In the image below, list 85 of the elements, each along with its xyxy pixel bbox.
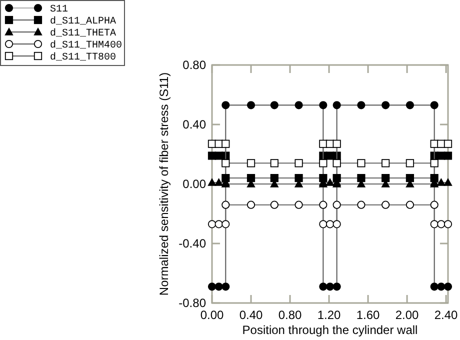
point	[406, 200, 414, 209]
y-tick-label: 0.00	[182, 177, 206, 192]
point	[332, 159, 341, 168]
point	[326, 282, 334, 291]
x-tick-label: 0.00	[200, 308, 224, 322]
point	[382, 200, 390, 209]
point	[444, 282, 452, 291]
point	[319, 159, 328, 168]
point	[294, 159, 303, 168]
point	[222, 140, 230, 148]
x-tick-label: 0.40	[239, 308, 264, 322]
point	[294, 101, 303, 110]
x-tick-label: 2.40	[434, 308, 458, 322]
point	[406, 159, 414, 168]
point	[319, 200, 328, 209]
x-tick-label: 1.60	[356, 308, 380, 322]
point	[294, 174, 303, 182]
point	[222, 101, 230, 110]
point	[246, 174, 256, 182]
point	[270, 101, 278, 110]
point	[382, 101, 390, 110]
point	[437, 178, 446, 186]
point	[319, 282, 328, 291]
point	[294, 200, 303, 209]
point	[430, 220, 438, 228]
point	[406, 101, 414, 110]
point	[332, 140, 341, 148]
point	[326, 152, 334, 160]
point	[382, 159, 390, 168]
point	[430, 101, 438, 110]
point	[332, 101, 341, 110]
point	[214, 282, 223, 291]
point	[357, 200, 366, 209]
point	[332, 282, 341, 291]
point	[270, 200, 278, 209]
point	[208, 152, 216, 160]
point	[332, 200, 341, 209]
point	[270, 174, 278, 182]
point	[444, 152, 452, 160]
point	[222, 282, 230, 291]
point	[437, 152, 446, 160]
point	[406, 174, 414, 182]
x-tick-label: 0.80	[278, 308, 302, 322]
point	[208, 282, 216, 291]
point	[208, 220, 216, 228]
legend-label: d_S11_THM400	[50, 40, 122, 52]
legend-label: d_S11_THETA	[50, 28, 116, 40]
point	[357, 174, 366, 182]
point	[222, 220, 230, 228]
point	[357, 101, 366, 110]
point	[437, 282, 446, 291]
point	[246, 200, 256, 209]
point	[444, 140, 452, 148]
point	[326, 178, 334, 186]
point	[444, 178, 452, 186]
y-tick-label: -0.80	[178, 296, 206, 310]
point	[246, 159, 256, 168]
x-tick-label: 1.20	[317, 308, 342, 322]
point	[319, 101, 328, 110]
point	[270, 159, 278, 168]
point	[332, 220, 341, 228]
y-tick-label: 0.80	[182, 58, 206, 72]
x-tick-label: 2.00	[395, 308, 420, 322]
point	[357, 159, 366, 168]
y-tick-label: -0.40	[178, 236, 206, 251]
x-axis-title: Position through the cylinder wall	[242, 323, 418, 337]
point	[437, 220, 446, 228]
point	[214, 220, 223, 228]
legend-label: d_S11_TT800	[50, 52, 116, 64]
point	[319, 220, 328, 228]
legend-label: S11	[50, 4, 68, 16]
point	[214, 178, 223, 186]
point	[222, 200, 230, 209]
point	[326, 220, 334, 228]
legend-label: d_S11_ALPHA	[50, 16, 116, 28]
y-tick-label: 0.40	[182, 118, 206, 132]
point	[382, 174, 390, 182]
point	[444, 220, 452, 228]
point	[430, 159, 438, 168]
point	[222, 159, 230, 168]
point	[246, 101, 256, 110]
point	[208, 178, 216, 186]
y-axis-title: Normalized sensitivity of fiber stress (S11)	[157, 72, 171, 296]
point	[430, 200, 438, 209]
point	[430, 282, 438, 291]
